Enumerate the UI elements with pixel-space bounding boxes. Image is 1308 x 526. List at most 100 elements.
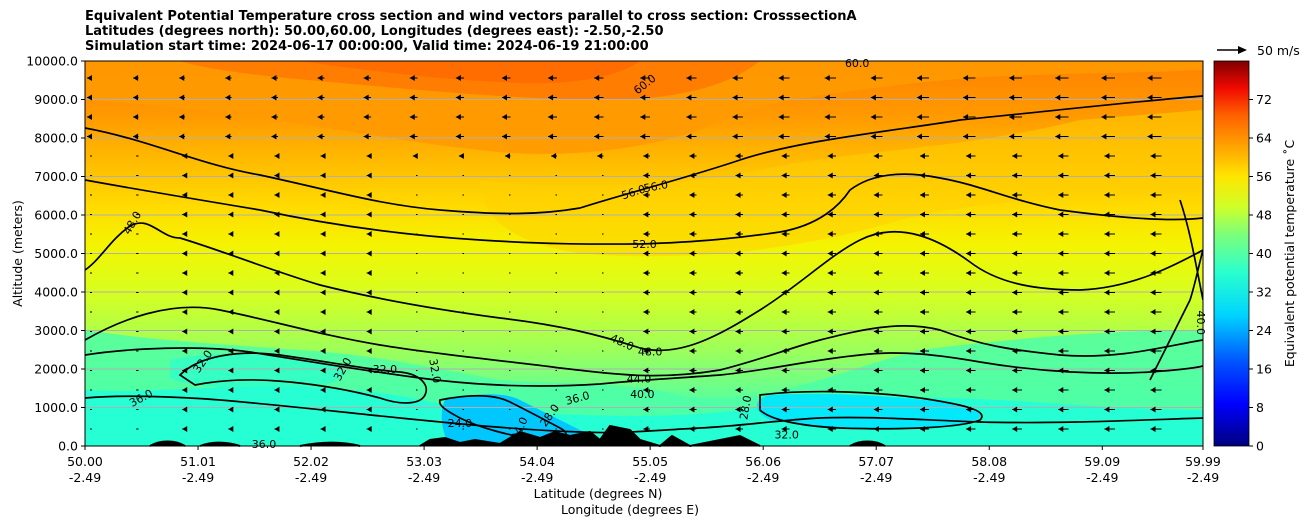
wind-arrow-head [1150, 192, 1156, 198]
wind-arrow-head [966, 192, 972, 198]
wind-arrow-head [1104, 328, 1110, 335]
wind-arrow-head [320, 367, 326, 374]
colorbar-tick-label: 24 [1256, 323, 1272, 338]
wind-arrow-head [870, 94, 876, 101]
wind-arrow-head [87, 114, 92, 120]
x-tick-label-lon: -2.49 [521, 470, 553, 485]
wind-arrow-head [597, 153, 603, 159]
colorbar [1214, 61, 1249, 446]
wind-arrow-head [271, 94, 277, 101]
wind-arrow-head [643, 309, 649, 315]
wind-arrow-head [182, 426, 188, 432]
wind-arrow-head [824, 94, 830, 101]
wind-arrow-head [225, 114, 231, 120]
wind-arrow-head [366, 387, 372, 393]
wind-arrow-head [1009, 114, 1015, 120]
wind-arrow-head [271, 133, 277, 140]
wind-arrow-head [873, 426, 879, 432]
wind-arrow-head [689, 387, 695, 393]
contour-label: 32.0 [774, 428, 799, 441]
wind-arrow-head [1012, 406, 1018, 413]
wind-arrow-head [179, 75, 185, 81]
wind-arrow-head [735, 289, 741, 296]
wind-arrow-head [133, 75, 139, 81]
wind-arrow-head [1101, 75, 1107, 81]
wind-arrow-head [873, 250, 879, 257]
wind-arrow-head [317, 94, 323, 101]
wind-arrow-head [225, 133, 231, 140]
wind-arrow-head [87, 133, 92, 140]
wind-arrow-head [551, 153, 557, 159]
wind-arrow-head [274, 231, 280, 237]
wind-arrow-head [966, 211, 972, 218]
wind-arrow-head [735, 367, 741, 374]
wind-arrow-head [455, 133, 461, 140]
wind-arrow-head [686, 94, 692, 101]
wind-arrow-head [966, 250, 972, 257]
wind-arrow-head [274, 172, 280, 179]
wind-arrow-head [320, 192, 326, 198]
wind-arrow-head [366, 192, 372, 198]
wind-arrow-head [781, 367, 787, 374]
contour-32-closed [178, 352, 428, 404]
x-tick-label-lon: -2.49 [747, 470, 779, 485]
wind-arrow-head [320, 172, 326, 179]
wind-arrow-head [1150, 426, 1156, 432]
wind-arrow-head [409, 75, 415, 81]
y-tick-label: 8000.0 [34, 131, 78, 146]
wind-arrow-head [1058, 231, 1064, 237]
wind-arrow-head [1104, 192, 1110, 198]
wind-arrow-head [1012, 289, 1018, 296]
wind-arrow-head [366, 406, 372, 413]
wind-arrow-head [1058, 348, 1064, 354]
contour-56 [85, 95, 1203, 215]
wind-arrow-head [182, 309, 188, 315]
wind-arrow-head [1058, 309, 1064, 315]
wind-arrow-head [225, 94, 231, 101]
wind-key: 50 m/s [1217, 43, 1300, 58]
wind-arrow-head [1058, 406, 1064, 413]
wind-arrow-head [873, 153, 879, 159]
y-tick-label: 2000.0 [34, 362, 78, 377]
wind-arrow-head [643, 270, 649, 276]
wind-arrow-head [919, 348, 925, 354]
wind-arrow-head [870, 133, 876, 140]
wind-arrow-head [735, 406, 741, 413]
wind-arrow-head [781, 172, 787, 179]
wind-arrow-head [640, 94, 646, 101]
wind-arrow-head [366, 328, 372, 335]
x-tick-label-lat: 56.06 [745, 454, 781, 469]
wind-arrow-head [594, 133, 600, 140]
x-tick-label-lon: -2.49 [634, 470, 666, 485]
wind-vectors [87, 75, 1162, 432]
wind-arrow-head [548, 114, 554, 120]
wind-arrow-head [1150, 231, 1156, 237]
wind-arrow-head [320, 270, 326, 276]
wind-arrow-head [1012, 387, 1018, 393]
wind-arrow-head [689, 153, 695, 159]
wind-arrow-head [320, 348, 326, 354]
y-tick-label: 3000.0 [34, 323, 78, 338]
y-tick-label: 0.0 [58, 439, 78, 454]
wind-arrow-head [1150, 289, 1156, 296]
y-tick-label: 1000.0 [34, 400, 78, 415]
wind-arrow-head [228, 348, 234, 354]
wind-arrow-head [919, 426, 925, 432]
wind-arrow-head [689, 426, 695, 432]
wind-arrow-head [271, 114, 277, 120]
wind-arrow-head [320, 211, 326, 218]
wind-arrow-head [1101, 133, 1107, 140]
wind-arrow-head [320, 309, 326, 315]
contour-label: 44.0 [627, 373, 652, 386]
y-tick-label: 10000.0 [26, 54, 78, 69]
wind-arrow-head [919, 270, 925, 276]
wind-arrow-head [870, 114, 876, 120]
wind-arrow-head [735, 328, 741, 335]
wind-arrow-head [1058, 211, 1064, 218]
wind-arrow-head [1012, 172, 1018, 179]
wind-arrow-head [366, 270, 372, 276]
wind-arrow-head [963, 75, 969, 81]
x-tick-label-lon: -2.49 [1187, 470, 1219, 485]
wind-arrow-head [548, 94, 554, 101]
wind-arrow-head [827, 211, 833, 218]
